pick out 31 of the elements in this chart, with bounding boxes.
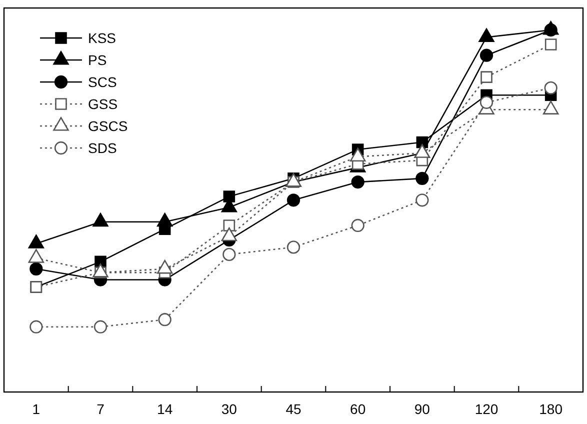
point xyxy=(286,240,300,254)
x-tick-label: 180 xyxy=(539,401,563,417)
x-tick-label: 14 xyxy=(157,401,173,417)
legend-label: KSS xyxy=(88,30,116,46)
legend-label: PS xyxy=(88,52,107,68)
x-tick-label: 45 xyxy=(286,401,302,417)
x-tick-label: 1 xyxy=(32,401,40,417)
point xyxy=(94,320,108,334)
point xyxy=(30,262,43,276)
point xyxy=(416,194,429,207)
point xyxy=(480,48,494,62)
x-tick-label: 90 xyxy=(414,401,430,417)
point xyxy=(158,313,172,326)
x-tick-label: 60 xyxy=(350,401,366,417)
point xyxy=(222,248,236,261)
point xyxy=(544,23,558,37)
point xyxy=(416,172,429,185)
point xyxy=(544,81,558,94)
legend-label: SCS xyxy=(88,74,117,90)
x-tick-label: 120 xyxy=(474,401,498,417)
legend-label: GSS xyxy=(88,96,118,112)
point xyxy=(30,320,43,334)
point xyxy=(351,218,364,232)
legend-label: SDS xyxy=(88,140,117,156)
x-tick-label: 7 xyxy=(96,401,105,417)
point xyxy=(480,96,494,109)
x-tick-label: 30 xyxy=(221,401,238,417)
point xyxy=(223,190,236,202)
point xyxy=(286,194,300,207)
legend-label: GSCS xyxy=(88,118,128,134)
point xyxy=(351,175,364,189)
